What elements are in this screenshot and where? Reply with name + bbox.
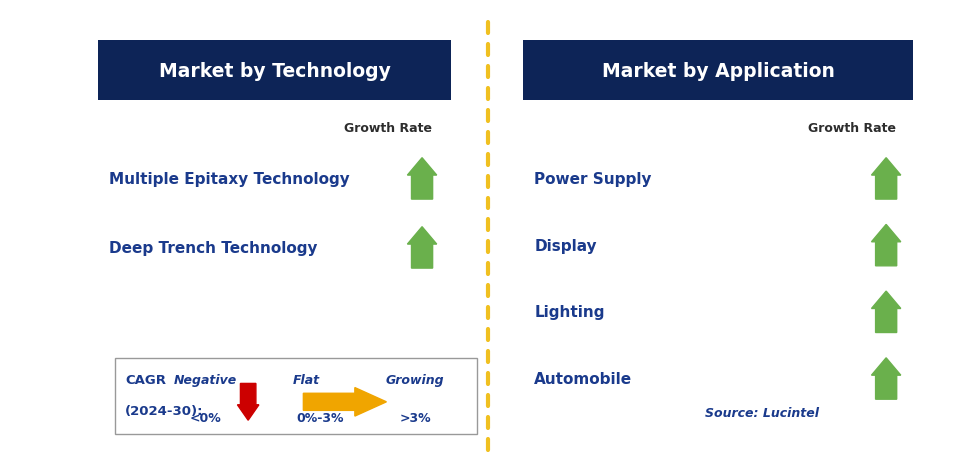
Polygon shape (445, 384, 466, 420)
Text: Automobile: Automobile (534, 371, 632, 386)
Text: Growth Rate: Growth Rate (808, 122, 896, 135)
Polygon shape (303, 388, 386, 416)
Text: 0%-3%: 0%-3% (297, 411, 344, 424)
Text: Growth Rate: Growth Rate (344, 122, 432, 135)
Polygon shape (407, 158, 437, 200)
Text: (2024-30):: (2024-30): (125, 404, 203, 418)
Polygon shape (871, 291, 901, 333)
Polygon shape (871, 158, 901, 200)
Text: Deep Trench Technology: Deep Trench Technology (109, 241, 318, 255)
Text: Multiple Epitaxy Technology: Multiple Epitaxy Technology (109, 172, 350, 186)
Text: Flat: Flat (292, 373, 319, 386)
Text: <0%: <0% (190, 411, 221, 424)
Text: Lighting: Lighting (534, 305, 605, 319)
Polygon shape (237, 384, 259, 420)
Text: Negative: Negative (174, 373, 236, 386)
Text: Source: Lucintel: Source: Lucintel (705, 407, 819, 420)
Text: CAGR: CAGR (125, 373, 166, 386)
FancyBboxPatch shape (98, 41, 451, 101)
Text: Growing: Growing (386, 373, 445, 386)
FancyBboxPatch shape (523, 41, 913, 101)
Text: Market by Application: Market by Application (602, 62, 834, 81)
Text: Power Supply: Power Supply (534, 172, 652, 186)
Text: >3%: >3% (400, 411, 431, 424)
Text: Market by Technology: Market by Technology (158, 62, 391, 81)
Polygon shape (871, 225, 901, 266)
FancyBboxPatch shape (115, 358, 477, 434)
Polygon shape (871, 358, 901, 399)
Text: Display: Display (534, 238, 597, 253)
Polygon shape (407, 227, 437, 269)
